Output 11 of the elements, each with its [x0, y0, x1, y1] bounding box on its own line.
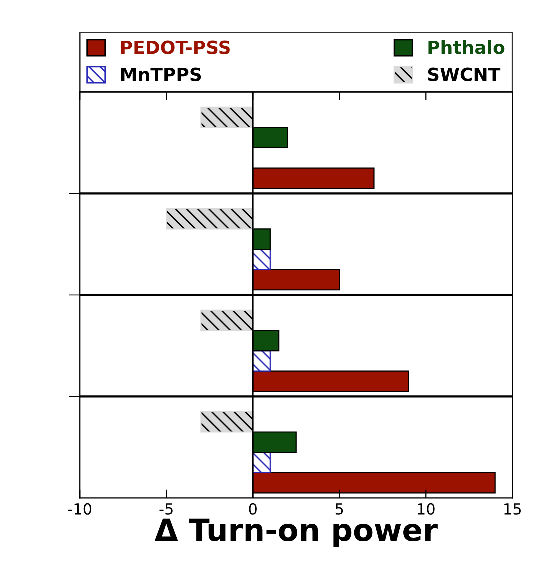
- x-tick-label: -10: [68, 503, 92, 515]
- legend-label: SWCNT: [428, 68, 501, 82]
- x-axis-title: Δ Turn-on power: [154, 518, 438, 548]
- x-tick-label: 0: [249, 503, 257, 515]
- x-tick-label: -5: [160, 504, 173, 515]
- legend-label: MnTPPS: [121, 68, 202, 82]
- legend-label: Phthalo: [428, 40, 505, 54]
- x-tick-label: 10: [418, 503, 435, 515]
- x-tick-label: 15: [504, 504, 522, 515]
- x-tick-label: 5: [336, 504, 344, 515]
- legend-label: PEDOT-PSS: [121, 40, 230, 54]
